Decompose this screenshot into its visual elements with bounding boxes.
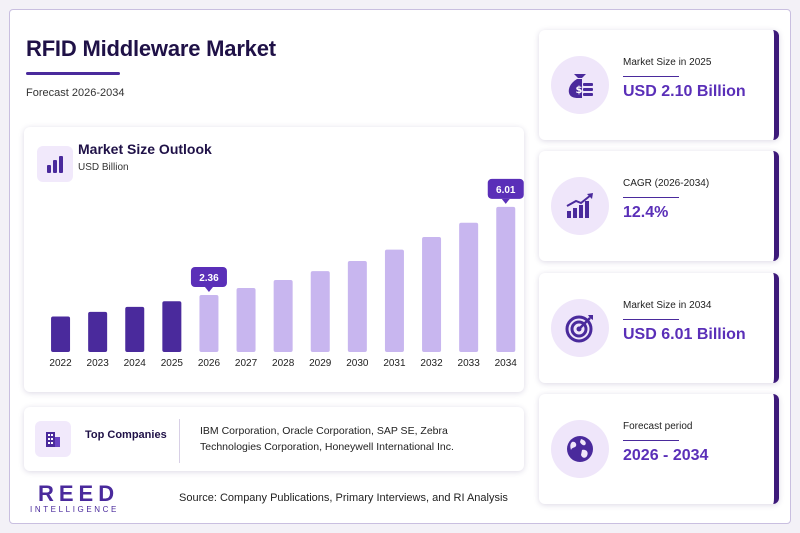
stat-card-cagr: CAGR (2026-2034) 12.4% [539,151,779,261]
chart-title: Market Size Outlook [78,141,212,157]
data-label-2034: 6.01 [487,178,524,204]
x-tick-label: 2034 [495,358,518,369]
stat-value: USD 2.10 Billion [623,83,746,100]
bar-2032 [422,237,442,352]
bar-2024 [125,306,145,352]
stat-divider [623,440,679,441]
target-icon [551,299,609,357]
x-tick-label: 2025 [161,358,184,369]
stat-value: USD 6.01 Billion [623,326,746,343]
bar-2026 [199,294,219,352]
bar-2027 [236,287,256,352]
bar-2029 [310,271,330,352]
bar-2033 [459,222,479,352]
stat-label: CAGR (2026-2034) [623,178,710,189]
globe-icon [551,420,609,478]
bar-2025 [162,301,182,352]
data-label-text: 6.01 [496,185,516,196]
page-subtitle: Forecast 2026-2034 [26,87,125,99]
x-tick-label: 2024 [124,358,147,369]
companies-divider [179,419,180,463]
chart-card: Market Size Outlook USD Billion 2022 2023… [24,127,524,392]
data-label-pointer [204,286,213,292]
svg-text:$: $ [576,85,583,96]
bar-chart-icon [37,146,73,182]
stat-label: Forecast period [623,421,693,432]
bar-2031 [384,249,404,352]
stat-card-market-size-2025: $ Market Size in 2025 USD 2.10 Billion [539,30,779,140]
data-label-text: 2.36 [199,273,219,284]
bar-2034 [496,206,516,352]
stat-label: Market Size in 2034 [623,300,712,311]
stat-divider [623,197,679,198]
bar-2022 [51,316,71,352]
growth-chart-icon [551,177,609,235]
building-icon [35,421,71,457]
data-label-2026: 2.36 [190,266,227,292]
title-underline [26,72,120,75]
x-tick-label: 2030 [346,358,369,369]
page-title: RFID Middleware Market [26,36,276,61]
x-tick-label: 2022 [49,358,72,369]
stat-card-forecast-period: Forecast period 2026 - 2034 [539,394,779,504]
x-tick-label: 2032 [420,358,443,369]
bar-2023 [88,311,108,352]
top-companies-list: IBM Corporation, Oracle Corporation, SAP… [200,425,454,453]
x-tick-label: 2023 [87,358,110,369]
data-label-pointer [501,198,510,204]
x-tick-label: 2029 [309,358,332,369]
bar-2028 [273,280,293,352]
top-companies-card: Top Companies IBM Corporation, Oracle Co… [24,407,524,471]
x-tick-label: 2026 [198,358,221,369]
brand-tagline: INTELLIGENCE [30,505,119,514]
data-label-box [190,266,227,287]
x-tick-label: 2031 [383,358,406,369]
top-companies-label: Top Companies [85,429,167,441]
brand-logo: REED [38,481,120,506]
stat-label: Market Size in 2025 [623,57,712,68]
money-bag-icon: $ [551,56,609,114]
stat-divider [623,319,679,320]
stat-value: 2026 - 2034 [623,447,709,464]
stat-value: 12.4% [623,204,669,221]
x-tick-label: 2033 [458,358,481,369]
x-tick-label: 2027 [235,358,258,369]
stat-card-market-size-2034: Market Size in 2034 USD 6.01 Billion [539,273,779,383]
stat-divider [623,76,679,77]
bar-chart: 2022 2023 2024 2025 2026 2027 2028 2029 2030 2031… [49,178,524,369]
chart-unit-label: USD Billion [78,162,129,173]
source-note: Source: Company Publications, Primary In… [179,492,508,504]
data-label-box [487,178,524,199]
bar-2030 [347,260,367,352]
x-tick-label: 2028 [272,358,295,369]
